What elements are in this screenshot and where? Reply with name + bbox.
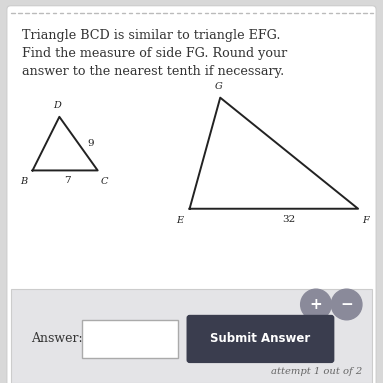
Text: 7: 7 <box>64 175 70 185</box>
Text: G: G <box>214 82 222 91</box>
Text: answer to the nearest tenth if necessary.: answer to the nearest tenth if necessary… <box>22 65 285 78</box>
Text: attempt 1 out of 2: attempt 1 out of 2 <box>271 367 362 376</box>
FancyBboxPatch shape <box>82 320 178 358</box>
Text: Answer:: Answer: <box>31 332 82 345</box>
FancyBboxPatch shape <box>11 289 372 383</box>
Text: D: D <box>54 101 61 110</box>
Text: Submit Answer: Submit Answer <box>210 332 311 345</box>
Text: F: F <box>362 216 369 224</box>
Text: C: C <box>101 177 108 186</box>
Text: B: B <box>21 177 28 186</box>
Text: Triangle BCD is similar to triangle EFG.: Triangle BCD is similar to triangle EFG. <box>22 29 281 42</box>
Text: +: + <box>309 297 322 312</box>
Text: 32: 32 <box>283 215 296 224</box>
Text: Find the measure of side FG. Round your: Find the measure of side FG. Round your <box>22 47 288 60</box>
FancyBboxPatch shape <box>187 315 334 363</box>
Text: E: E <box>177 216 183 224</box>
Circle shape <box>331 289 362 320</box>
FancyBboxPatch shape <box>7 6 376 383</box>
Text: −: − <box>340 297 353 312</box>
Text: 9: 9 <box>87 139 94 148</box>
Circle shape <box>301 289 331 320</box>
